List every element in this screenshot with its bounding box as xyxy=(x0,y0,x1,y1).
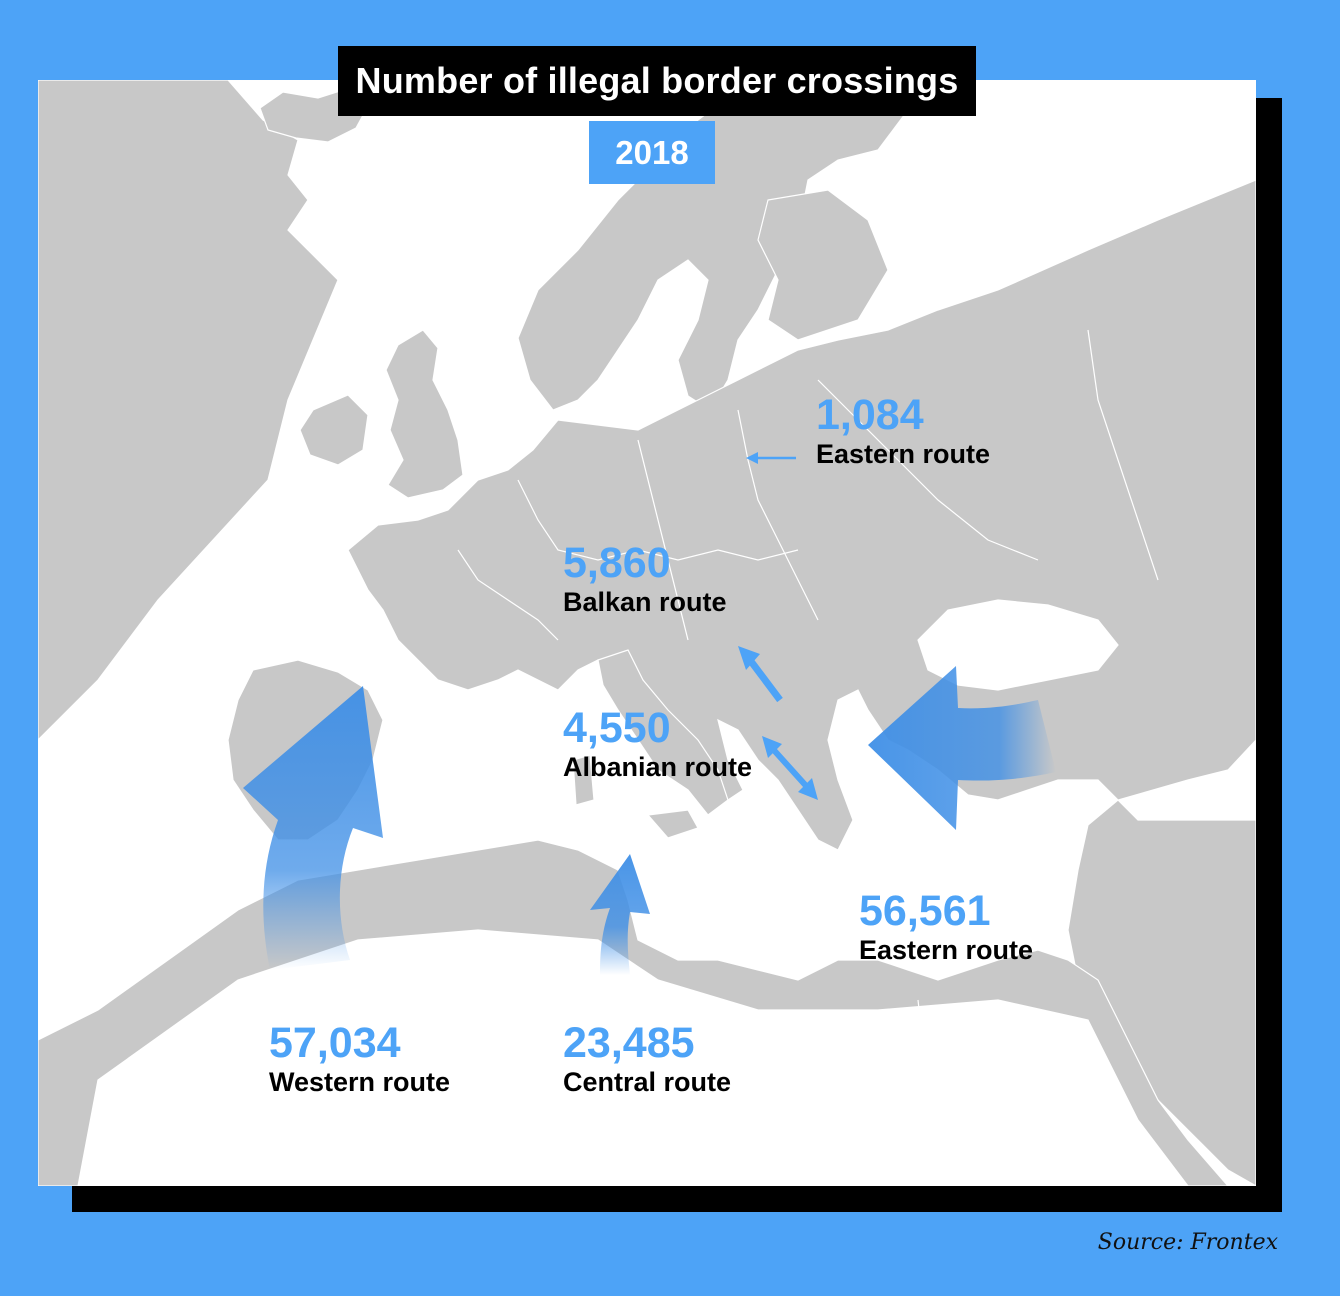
great-britain xyxy=(385,329,464,499)
source-credit: Source: Frontex xyxy=(1097,1230,1278,1255)
route-label-western: 57,034 Western route xyxy=(269,1020,450,1098)
route-label-central: 23,485 Central route xyxy=(563,1020,731,1098)
route-arrows xyxy=(243,452,1056,975)
europe-map xyxy=(38,80,1256,1186)
route-name: Eastern route xyxy=(859,935,1034,965)
route-name: Western route xyxy=(269,1067,451,1097)
western-route-arrow xyxy=(243,686,383,970)
italy xyxy=(597,649,729,816)
land-masses xyxy=(38,80,1256,1186)
route-name: Central route xyxy=(563,1067,732,1097)
route-value: 5,860 xyxy=(563,539,671,587)
route-value: 4,550 xyxy=(563,704,671,752)
sahara-interior xyxy=(77,929,1189,1186)
sicily xyxy=(646,809,699,839)
eastern-route-arrow-small xyxy=(746,452,796,464)
finland xyxy=(757,189,889,341)
route-value: 23,485 xyxy=(563,1019,695,1067)
eastern-route-arrow-turkey xyxy=(868,666,1056,830)
route-value: 57,034 xyxy=(269,1019,401,1067)
country-borders xyxy=(237,329,1159,1186)
sardinia xyxy=(572,754,595,806)
route-name: Eastern route xyxy=(816,439,991,469)
year-badge: 2018 xyxy=(589,121,715,184)
route-name: Albanian route xyxy=(563,752,753,782)
central-route-arrow xyxy=(590,854,650,975)
map-svg xyxy=(38,80,1256,1186)
albanian-route-arrow xyxy=(762,736,818,800)
route-label-balkan: 5,860 Balkan route xyxy=(563,540,727,618)
chart-title: Number of illegal border crossings xyxy=(338,46,976,116)
balkan-route-arrow xyxy=(738,646,783,703)
route-label-eastern-med: 56,561 Eastern route xyxy=(859,888,1033,966)
greenland xyxy=(38,80,339,741)
ireland xyxy=(299,394,369,466)
route-value: 1,084 xyxy=(816,391,924,439)
route-label-albanian: 4,550 Albanian route xyxy=(563,705,752,783)
route-name: Balkan route xyxy=(563,587,727,617)
route-value: 56,561 xyxy=(859,887,991,935)
route-label-eastern-north: 1,084 Eastern route xyxy=(816,392,990,470)
